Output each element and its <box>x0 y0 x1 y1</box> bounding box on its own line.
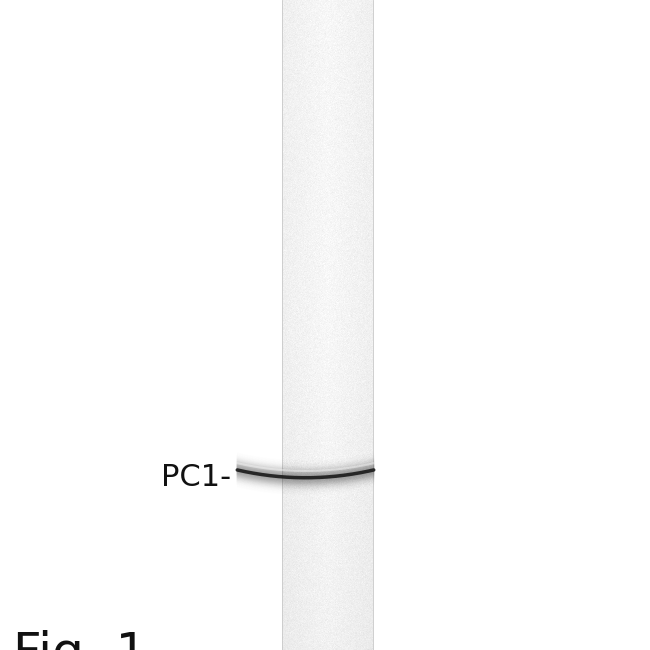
Text: PC1-: PC1- <box>161 463 231 492</box>
Text: Fig. 1: Fig. 1 <box>13 630 148 650</box>
